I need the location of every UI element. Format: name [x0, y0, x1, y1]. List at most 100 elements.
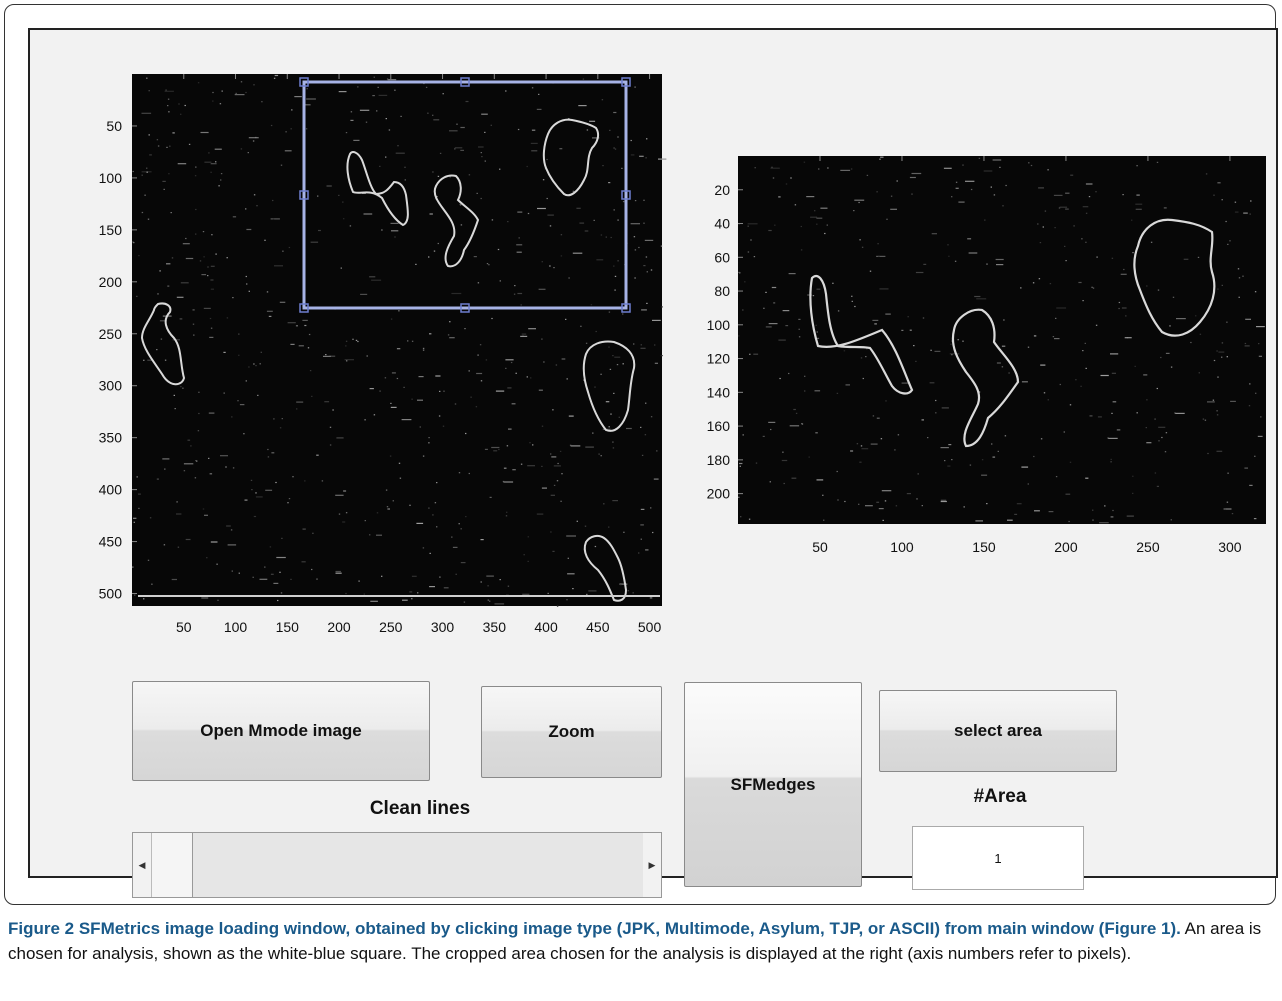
- y-tick-label: 100: [99, 170, 123, 186]
- noise-speck: [400, 115, 402, 117]
- noise-speck: [876, 255, 886, 257]
- noise-speck: [1085, 241, 1087, 243]
- noise-speck: [359, 109, 370, 111]
- noise-speck: [198, 391, 200, 393]
- noise-speck: [460, 528, 462, 530]
- noise-speck: [609, 129, 611, 131]
- noise-speck: [390, 402, 392, 404]
- noise-speck: [765, 326, 772, 328]
- noise-speck: [638, 552, 640, 554]
- noise-speck: [536, 108, 542, 110]
- noise-speck: [271, 452, 275, 454]
- noise-speck: [342, 521, 346, 523]
- noise-speck: [951, 196, 953, 198]
- slider-left-arrow-icon[interactable]: ◀: [133, 833, 151, 897]
- noise-speck: [641, 309, 647, 311]
- noise-speck: [640, 508, 645, 510]
- select-area-button[interactable]: select area: [879, 690, 1117, 772]
- noise-speck: [210, 288, 214, 290]
- noise-speck: [166, 146, 168, 148]
- noise-speck: [157, 293, 159, 295]
- noise-speck: [948, 255, 950, 257]
- noise-speck: [1237, 268, 1240, 270]
- noise-speck: [477, 354, 479, 356]
- noise-speck: [827, 167, 829, 169]
- noise-speck: [298, 345, 304, 347]
- noise-speck: [248, 137, 259, 139]
- noise-speck: [481, 113, 488, 115]
- right-image-axes[interactable]: 20 40 60 80 100 120 140 160 180 200 50 100 150 200 25…: [686, 150, 1276, 590]
- noise-speck: [396, 377, 399, 380]
- clean-lines-slider[interactable]: ◀ ▶: [132, 832, 662, 898]
- noise-speck: [1005, 184, 1007, 187]
- slider-right-arrow-icon[interactable]: ▶: [643, 833, 661, 897]
- noise-speck: [1145, 427, 1147, 429]
- noise-speck: [364, 419, 366, 421]
- noise-speck: [909, 176, 916, 179]
- noise-speck: [226, 257, 228, 259]
- noise-speck: [1069, 404, 1072, 406]
- noise-speck: [1075, 379, 1077, 381]
- noise-speck: [645, 157, 647, 159]
- noise-speck: [572, 190, 575, 192]
- noise-speck: [512, 469, 516, 471]
- noise-speck: [520, 304, 522, 306]
- slider-thumb[interactable]: [151, 833, 193, 897]
- noise-speck: [559, 450, 562, 452]
- noise-speck: [568, 415, 574, 417]
- noise-speck: [963, 506, 965, 508]
- sfmedges-button[interactable]: SFMedges: [684, 682, 862, 887]
- noise-speck: [211, 234, 213, 236]
- noise-speck: [1207, 401, 1215, 403]
- noise-speck: [990, 186, 992, 188]
- noise-speck: [866, 348, 868, 350]
- noise-speck: [425, 86, 428, 88]
- noise-speck: [323, 355, 331, 357]
- noise-speck: [344, 359, 354, 361]
- noise-speck: [284, 150, 292, 152]
- noise-speck: [243, 433, 245, 435]
- noise-speck: [250, 479, 253, 481]
- noise-speck: [515, 372, 517, 374]
- noise-speck: [149, 154, 152, 156]
- open-mmode-image-button[interactable]: Open Mmode image: [132, 681, 430, 781]
- noise-speck: [605, 236, 607, 238]
- noise-speck: [876, 501, 880, 503]
- noise-speck: [182, 387, 184, 389]
- noise-speck: [183, 463, 194, 465]
- noise-speck: [304, 480, 306, 482]
- area-number-input[interactable]: 1: [912, 826, 1084, 890]
- noise-speck: [795, 412, 798, 414]
- noise-speck: [837, 310, 840, 312]
- noise-speck: [281, 537, 283, 539]
- noise-speck: [859, 461, 862, 463]
- y-tick-label: 500: [99, 586, 123, 602]
- noise-speck: [272, 218, 275, 220]
- zoom-button[interactable]: Zoom: [481, 686, 662, 778]
- selection-rectangle[interactable]: [299, 77, 631, 313]
- noise-speck: [1243, 212, 1248, 214]
- noise-speck: [491, 317, 493, 320]
- noise-speck: [304, 324, 307, 327]
- noise-speck: [1204, 419, 1207, 421]
- x-tick-label: 200: [1054, 539, 1078, 555]
- noise-speck: [913, 345, 915, 347]
- noise-speck: [962, 340, 964, 342]
- noise-speck: [182, 243, 190, 245]
- noise-speck: [468, 174, 471, 176]
- noise-speck: [480, 581, 482, 583]
- selection-handles[interactable]: [299, 77, 631, 313]
- noise-speck: [1213, 359, 1216, 362]
- noise-speck: [187, 439, 191, 441]
- noise-speck: [854, 305, 856, 308]
- noise-speck: [148, 134, 150, 136]
- noise-speck: [1032, 282, 1035, 284]
- noise-speck: [965, 180, 975, 182]
- noise-speck: [247, 152, 249, 154]
- noise-speck: [590, 304, 593, 306]
- noise-speck: [816, 223, 818, 225]
- noise-speck: [306, 98, 316, 100]
- left-image-axes[interactable]: 50 100 150 200 250 300 350 400 450 500 50 100 150 20…: [70, 70, 670, 640]
- noise-speck: [428, 442, 430, 444]
- noise-speck: [742, 309, 744, 311]
